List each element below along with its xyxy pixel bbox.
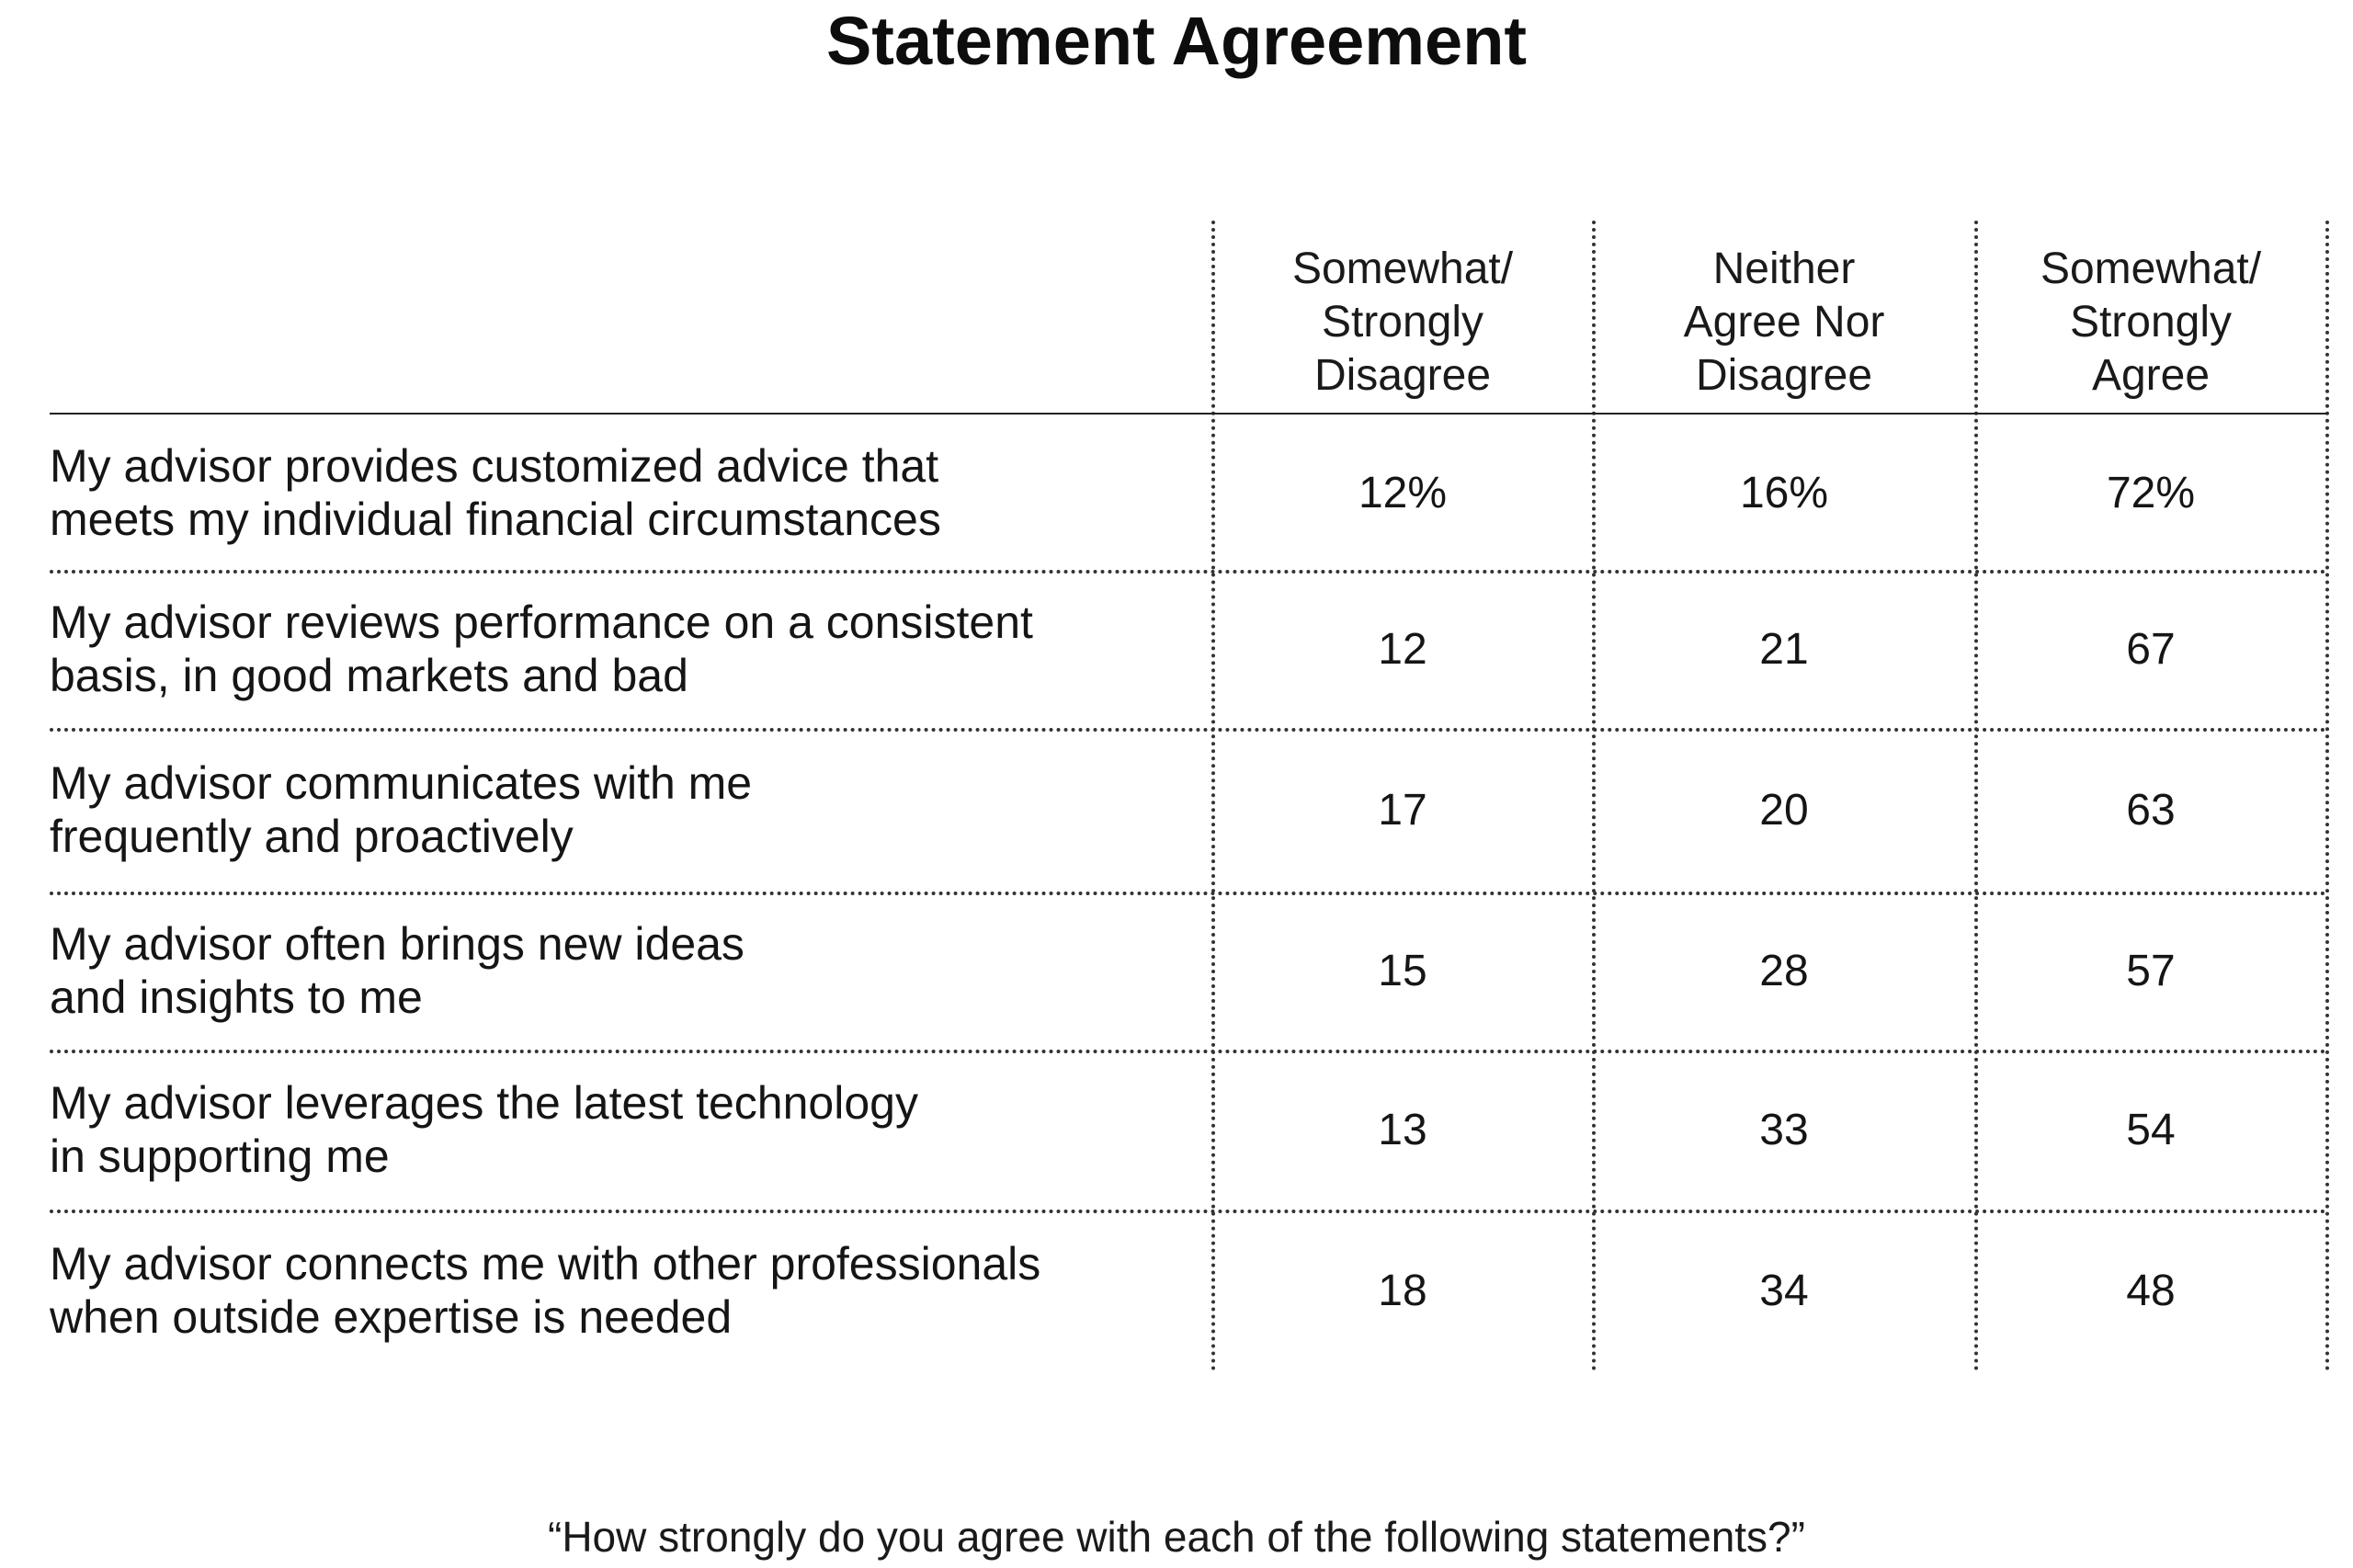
row-label: My advisor reviews performance on a cons… [50,597,1033,701]
cell-agree-value: 57 [2126,946,2176,995]
cell-neither-value: 33 [1759,1105,1809,1154]
column-divider-2 [1592,221,1596,1371]
row-divider [50,1210,2327,1213]
row-divider [50,1050,2327,1053]
row-label: My advisor leverages the latest technolo… [50,1077,918,1182]
cell-agree-value: 67 [2126,624,2176,674]
column-divider-1 [1211,221,1215,1371]
column-header-neither: Neither Agree Nor Disagree [1683,244,1885,400]
cell-disagree-value: 17 [1378,785,1427,835]
cell-neither-value: 20 [1759,785,1809,835]
column-divider-3 [1974,221,1978,1371]
column-header-disagree: Somewhat/ Strongly Disagree [1291,244,1514,400]
cell-disagree-value: 18 [1378,1266,1427,1315]
agreement-table: Somewhat/ Strongly Disagree Neither Agre… [50,221,2329,1371]
cell-agree-value: 54 [2126,1105,2176,1154]
row-divider [50,570,2327,574]
cell-neither-value: 21 [1759,624,1809,674]
cell-neither-value: 16% [1739,468,1829,517]
column-divider-4 [2325,221,2329,1371]
cell-disagree-value: 13 [1378,1105,1427,1154]
cell-disagree-value: 12 [1378,624,1427,674]
cell-neither-value: 28 [1759,946,1809,995]
row-divider [50,728,2327,732]
row-divider [50,892,2327,895]
row-label: My advisor communicates with me frequent… [50,757,753,862]
header-rule [50,413,2327,415]
cell-agree-value: 48 [2126,1266,2176,1315]
cell-disagree-value: 15 [1378,946,1427,995]
chart-title: Statement Agreement [825,3,1528,79]
row-label: My advisor connects me with other profes… [50,1238,1041,1343]
column-header-agree: Somewhat/ Strongly Agree [2040,244,2262,400]
row-label: My advisor provides customized advice th… [50,440,941,545]
cell-neither-value: 34 [1759,1266,1809,1315]
survey-question-footnote: “How strongly do you agree with each of … [548,1513,1805,1561]
row-label: My advisor often brings new ideas and in… [50,918,745,1023]
cell-agree-value: 63 [2126,785,2176,835]
cell-disagree-value: 12% [1358,468,1448,517]
cell-agree-value: 72% [2106,468,2196,517]
